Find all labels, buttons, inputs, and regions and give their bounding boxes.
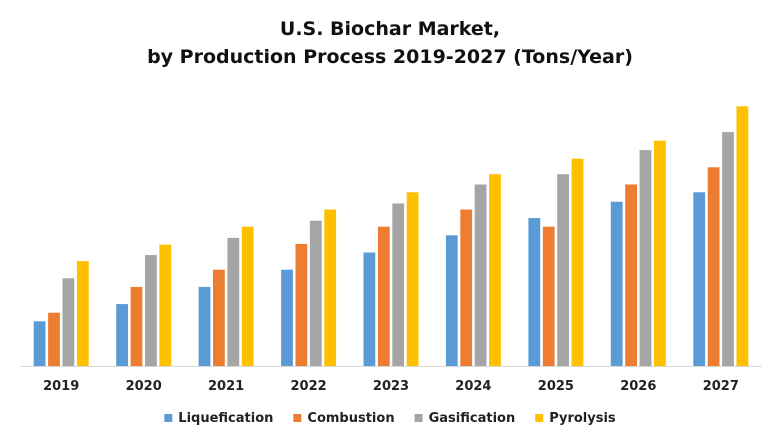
legend-label-pyrolysis: Pyrolysis xyxy=(549,411,616,426)
x-tick-label: 2024 xyxy=(455,379,491,394)
bar-pyrolysis-2027 xyxy=(736,106,749,367)
legend-item-gasification: Gasification xyxy=(414,411,516,426)
bar-combustion-2027 xyxy=(707,167,720,366)
legend-swatch-liquefication xyxy=(164,414,173,422)
legend-swatch-pyrolysis xyxy=(535,414,544,422)
x-tick-label: 2026 xyxy=(620,379,656,394)
bar-gasification-2025 xyxy=(557,174,569,366)
legend-item-combustion: Combustion xyxy=(293,411,395,426)
bar-pyrolysis-2026 xyxy=(654,140,666,366)
bar-pyrolysis-2021 xyxy=(241,226,254,366)
x-tick-label: 2022 xyxy=(291,379,327,394)
bar-liquefication-2024 xyxy=(445,235,458,366)
legend-label-gasification: Gasification xyxy=(429,411,516,426)
bar-pyrolysis-2023 xyxy=(406,192,419,366)
legend-label-liquefication: Liquefication xyxy=(178,411,273,426)
bar-pyrolysis-2025 xyxy=(571,158,584,366)
bar-gasification-2024 xyxy=(474,184,487,366)
bar-combustion-2020 xyxy=(130,286,143,366)
bar-combustion-2022 xyxy=(295,243,308,366)
bar-liquefication-2025 xyxy=(528,218,541,366)
x-tick-label: 2027 xyxy=(703,379,739,394)
bar-gasification-2026 xyxy=(639,150,652,366)
x-tick-label: 2025 xyxy=(538,379,574,394)
bar-gasification-2020 xyxy=(145,255,157,366)
bar-gasification-2021 xyxy=(227,237,240,366)
legend-item-pyrolysis: Pyrolysis xyxy=(535,411,616,426)
bar-pyrolysis-2024 xyxy=(489,174,501,366)
x-tick-label: 2023 xyxy=(373,379,409,394)
legend-swatch-combustion xyxy=(293,414,302,422)
chart-title-line-1: U.S. Biochar Market, xyxy=(279,18,501,40)
bar-liquefication-2023 xyxy=(363,252,376,366)
legend-swatch-gasification xyxy=(414,414,423,422)
legend-label-combustion: Combustion xyxy=(307,411,394,426)
bar-gasification-2019 xyxy=(62,278,75,366)
bar-gasification-2022 xyxy=(309,220,322,366)
bar-liquefication-2019 xyxy=(33,321,46,366)
bar-gasification-2023 xyxy=(392,203,405,366)
bar-combustion-2024 xyxy=(460,209,473,366)
bar-liquefication-2026 xyxy=(610,201,623,366)
bar-liquefication-2021 xyxy=(198,286,211,366)
bar-combustion-2026 xyxy=(625,184,637,366)
bar-combustion-2019 xyxy=(48,312,60,366)
bar-combustion-2023 xyxy=(377,226,390,366)
x-tick-label: 2019 xyxy=(43,379,79,394)
bar-pyrolysis-2022 xyxy=(324,209,337,366)
bar-liquefication-2020 xyxy=(116,304,128,366)
bar-pyrolysis-2020 xyxy=(159,244,172,366)
bar-liquefication-2027 xyxy=(693,192,706,366)
x-tick-label: 2020 xyxy=(126,379,162,394)
legend-item-liquefication: Liquefication xyxy=(164,411,273,426)
bar-liquefication-2022 xyxy=(281,269,293,366)
bar-combustion-2021 xyxy=(213,269,225,366)
bar-combustion-2025 xyxy=(542,226,555,366)
bar-gasification-2027 xyxy=(722,132,734,366)
bar-pyrolysis-2019 xyxy=(76,261,89,366)
chart-title-line-2: by Production Process 2019-2027 (Tons/Ye… xyxy=(147,46,633,68)
x-tick-label: 2021 xyxy=(208,379,244,394)
